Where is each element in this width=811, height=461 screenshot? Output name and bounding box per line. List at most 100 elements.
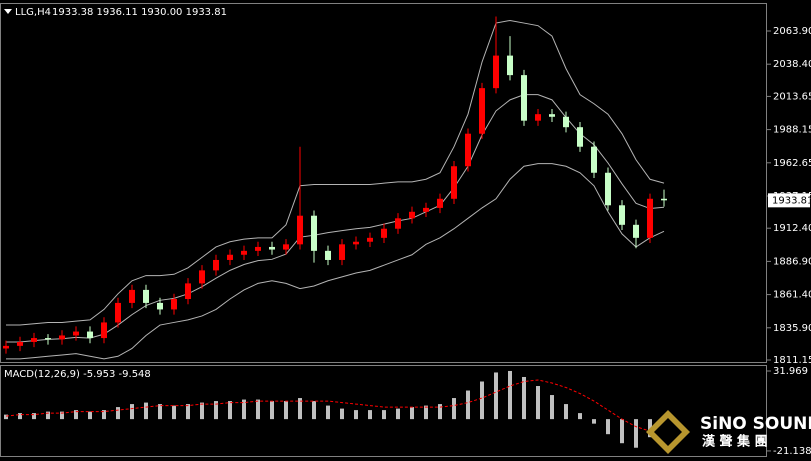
candle-body: [381, 228, 387, 238]
y-tick-label: 1962.65: [773, 158, 811, 169]
macd-bar: [564, 404, 568, 420]
y-tick-label: 2038.40: [773, 59, 811, 70]
macd-bar: [424, 405, 428, 420]
candle-body: [409, 211, 415, 219]
logo-inner: [654, 418, 682, 446]
macd-bar: [298, 398, 302, 420]
macd-bar: [200, 402, 204, 420]
macd-bar: [522, 376, 526, 420]
macd-bar: [550, 395, 554, 420]
macd-bar: [46, 411, 50, 420]
macd-bar: [452, 398, 456, 420]
macd-bar: [578, 413, 582, 420]
symbol-title: LLG,H4: [15, 7, 51, 18]
macd-bar: [634, 419, 638, 448]
macd-bar: [102, 410, 106, 420]
candle-body: [129, 289, 135, 303]
macd-bar: [228, 401, 232, 420]
macd-bar: [116, 407, 120, 420]
macd-bar: [592, 419, 596, 424]
candle-body: [157, 302, 163, 310]
macd-bar: [130, 404, 134, 420]
macd-bar: [494, 372, 498, 420]
bollinger-middle: [6, 94, 665, 343]
candle-body: [493, 55, 499, 89]
candle-body: [591, 146, 597, 173]
candle-body: [395, 218, 401, 229]
candle-body: [353, 241, 359, 245]
candle-body: [227, 254, 233, 260]
candle-body: [311, 215, 317, 251]
candle-body: [339, 244, 345, 260]
candle-body: [507, 55, 513, 76]
macd-bar: [438, 404, 442, 420]
candle-body: [647, 198, 653, 238]
y-tick-label: 1912.40: [773, 223, 811, 234]
candle-body: [479, 88, 485, 134]
macd-bar: [144, 402, 148, 420]
candle-body: [241, 250, 247, 255]
bollinger-lower: [6, 163, 665, 360]
candle-body: [521, 75, 527, 121]
y-tick-label: 1835.90: [773, 323, 811, 334]
macd-bar: [284, 401, 288, 420]
macd-bar: [158, 404, 162, 420]
candle-body: [661, 198, 667, 201]
macd-bar: [354, 410, 358, 420]
menu-arrow[interactable]: [4, 9, 12, 14]
macd-bar: [312, 401, 316, 420]
macd-bar: [74, 410, 78, 420]
y-tick-label: 2063.90: [773, 26, 811, 37]
candle-body: [549, 114, 555, 117]
macd-bar: [480, 381, 484, 420]
last-price-box: [768, 193, 810, 208]
candle-body: [213, 259, 219, 271]
candle-body: [87, 331, 93, 339]
candle-body: [45, 338, 51, 340]
candle-body: [451, 166, 457, 199]
logo: SiNO SOUND 漢 聲 集 團: [646, 410, 811, 454]
candle-body: [31, 338, 37, 342]
macd-bar: [88, 411, 92, 420]
logo-subtitle: 漢 聲 集 團: [702, 434, 768, 450]
candle-body: [101, 322, 107, 339]
candle-body: [171, 299, 177, 310]
macd-bar: [536, 386, 540, 420]
y-tick-label: -21.138: [773, 446, 811, 457]
logo-name: SiNO SOUND: [700, 414, 811, 434]
macd-bar: [242, 399, 246, 420]
macd-bar: [270, 401, 274, 420]
macd-bar: [256, 399, 260, 420]
y-tick-label: 1886.90: [773, 256, 811, 267]
macd-bar: [4, 414, 8, 420]
candle-body: [437, 198, 443, 208]
candle-body: [535, 114, 541, 121]
macd-bar: [508, 370, 512, 420]
candle-body: [297, 215, 303, 245]
macd-bar: [18, 413, 22, 420]
candle-body: [269, 246, 275, 250]
candle-body: [619, 205, 625, 225]
candle-body: [143, 289, 149, 303]
macd-bar: [214, 401, 218, 420]
candle-body: [73, 331, 79, 336]
candle-body: [59, 335, 65, 340]
macd-bar: [326, 405, 330, 420]
candle-body: [185, 283, 191, 300]
macd-bar: [172, 405, 176, 420]
y-tick-label: 1861.40: [773, 290, 811, 301]
macd-bar: [60, 411, 64, 420]
macd-bar: [606, 419, 610, 435]
main-panel: [0, 3, 767, 363]
macd-bar: [410, 407, 414, 420]
macd-bar: [32, 413, 36, 420]
candle-body: [577, 127, 583, 147]
ohlc-text: 1933.38 1936.11 1930.00 1933.81: [52, 7, 227, 18]
candle-body: [325, 250, 331, 260]
macd-bar: [382, 410, 386, 420]
macd-title: MACD(12,26,9) -5.953 -9.548: [4, 369, 151, 380]
macd-bar: [368, 410, 372, 420]
candle-body: [283, 244, 289, 250]
candle-body: [115, 302, 121, 323]
